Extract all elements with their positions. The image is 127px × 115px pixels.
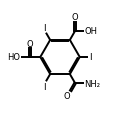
Text: NH₂: NH₂ (84, 79, 100, 88)
Text: O: O (64, 92, 70, 101)
Text: I: I (89, 53, 92, 62)
Text: I: I (43, 82, 45, 91)
Text: O: O (27, 39, 33, 48)
Text: I: I (43, 24, 45, 33)
Text: OH: OH (84, 27, 97, 36)
Text: O: O (72, 13, 78, 22)
Text: HO: HO (7, 53, 21, 62)
